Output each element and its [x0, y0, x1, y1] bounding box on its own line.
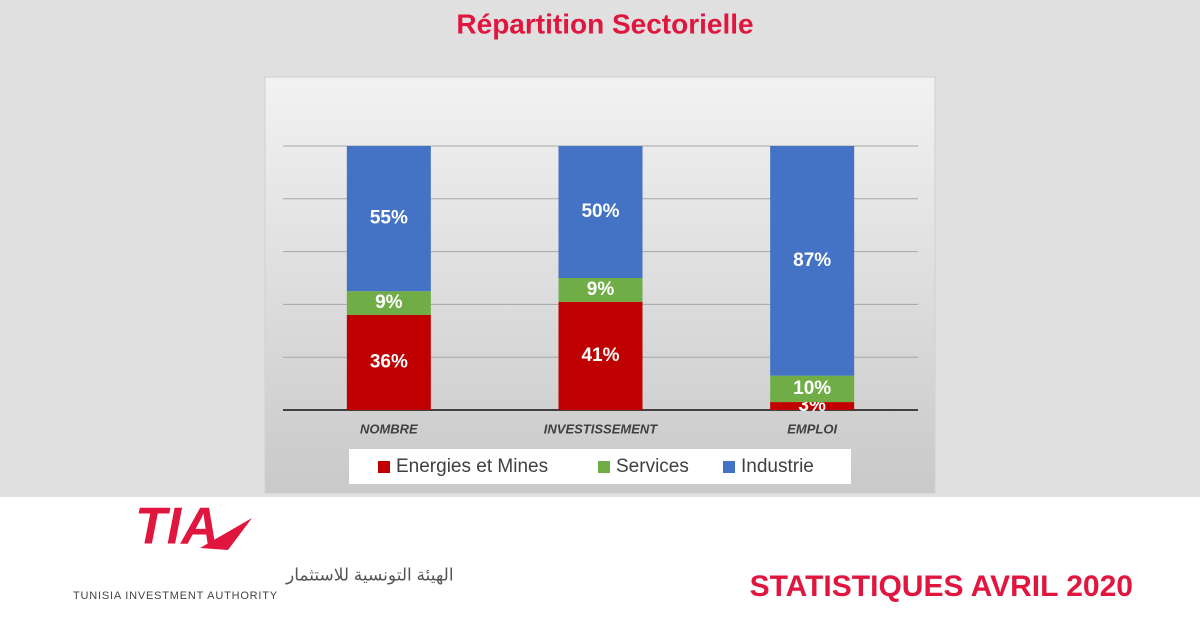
logo-arabic: الهيئة التونسية للاستثمار: [285, 565, 454, 585]
data-label: 50%: [581, 201, 619, 222]
data-label: 9%: [587, 279, 615, 300]
legend-label: Services: [616, 456, 689, 477]
footer-title: STATISTIQUES AVRIL 2020: [750, 570, 1133, 603]
x-tick-label: EMPLOI: [787, 421, 837, 436]
legend-label: Industrie: [741, 456, 814, 477]
x-tick-label: INVESTISSEMENT: [544, 421, 658, 436]
bar-segment: [346, 314, 431, 410]
legend-swatch: [598, 461, 610, 473]
logo-swoosh: [200, 518, 252, 550]
data-label: 36%: [370, 351, 408, 372]
bar-segment: [558, 278, 643, 302]
bar-segment: [770, 402, 855, 410]
data-label: 41%: [581, 345, 619, 366]
chart-title: Répartition Sectorielle: [456, 8, 753, 39]
logo-name: TUNISIA INVESTMENT AUTHORITY: [73, 590, 278, 602]
data-label: 55%: [370, 208, 408, 229]
data-label: 10%: [793, 378, 831, 399]
data-label: 9%: [375, 292, 403, 313]
legend-swatch: [723, 461, 735, 473]
bar-segment: [770, 146, 855, 376]
legend-swatch: [378, 461, 390, 473]
bar-segment: [770, 375, 855, 403]
bar-segment: [558, 301, 643, 410]
logo: TIA الهيئة التونسية للاستثمار TUNISIA IN…: [73, 498, 454, 602]
bar-segment: [346, 291, 431, 315]
legend-label: Energies et Mines: [396, 456, 548, 477]
data-label: 87%: [793, 250, 831, 271]
bar-segment: [346, 146, 431, 292]
x-tick-label: NOMBRE: [360, 421, 418, 436]
bar-segment: [558, 146, 643, 278]
